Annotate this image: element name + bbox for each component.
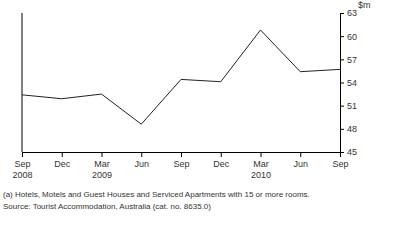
y-tick-label: 54	[347, 78, 357, 88]
marks	[22, 30, 340, 124]
x-tick-label: Dec	[213, 159, 230, 169]
y-tick-mark	[340, 83, 344, 84]
x-tick: Dec	[213, 152, 230, 169]
x-tick-mark	[102, 152, 103, 157]
y-tick-label: 45	[347, 147, 357, 157]
y-tick: 60	[340, 32, 357, 42]
y-tick-mark	[340, 106, 344, 107]
x-tick-mark	[340, 152, 341, 157]
x-tick: Jun	[293, 152, 308, 169]
y-tick-mark	[340, 36, 344, 37]
x-tick-label: Mar2010	[251, 159, 271, 179]
x-tick: Sep2008	[12, 152, 32, 180]
y-tick-label: 51	[347, 101, 357, 111]
line	[22, 30, 340, 124]
y-tick: 54	[340, 78, 357, 88]
chart: 45 48 51 54 57 60 63 Sep2008 Dec Mar2009 Jun Sep Dec…	[0, 0, 397, 227]
x-tick-label: Sep2008	[12, 159, 32, 179]
y-tick-label: 48	[347, 124, 357, 134]
x-tick-label: Dec	[54, 159, 71, 169]
x-tick-mark	[62, 152, 63, 157]
annotation: Source: Tourist Accommodation, Australia…	[3, 202, 211, 211]
x-tick-label: Jun	[293, 159, 308, 169]
left-frame	[22, 13, 23, 152]
plot: 45 48 51 54 57 60 63 Sep2008 Dec Mar2009 Jun Sep Dec…	[12, 8, 357, 179]
x-tick: Mar2010	[251, 152, 271, 180]
y-tick: 63	[340, 8, 357, 18]
x-tick: Sep	[332, 152, 348, 169]
x-tick: Dec	[54, 152, 71, 169]
x-axis: Sep2008 Dec Mar2009 Jun Sep Dec Mar2010 Jun Sep	[12, 152, 348, 180]
x-tick-label: Mar2009	[92, 159, 112, 179]
annotation: (a) Hotels, Motels and Guest Houses and …	[3, 190, 310, 199]
y-axis-line	[341, 14, 345, 153]
y-tick: 48	[340, 124, 357, 134]
x-tick-mark	[181, 152, 182, 157]
y-tick-label: 57	[347, 55, 357, 65]
x-tick-mark	[261, 152, 262, 157]
y-tick-label: 63	[347, 8, 357, 18]
y-tick-label: 60	[347, 32, 357, 42]
y-axis: 45 48 51 54 57 60 63	[340, 8, 357, 157]
x-tick: Sep	[173, 152, 189, 169]
y-tick-mark	[340, 13, 344, 14]
x-tick-mark	[141, 152, 142, 157]
x-tick: Mar2009	[92, 152, 112, 180]
y-tick-mark	[340, 59, 344, 60]
x-tick-label: Sep	[332, 159, 348, 169]
y-axis-title: $m	[358, 0, 371, 10]
y-tick: 51	[340, 101, 357, 111]
x-tick-mark	[300, 152, 301, 157]
x-tick-mark	[221, 152, 222, 157]
x-axis-line	[23, 153, 341, 158]
x-tick-label: Sep	[173, 159, 189, 169]
y-tick-mark	[340, 129, 344, 130]
x-tick-label: Jun	[134, 159, 149, 169]
y-tick: 45	[340, 147, 357, 157]
x-tick: Jun	[134, 152, 149, 169]
x-tick-mark	[22, 152, 23, 157]
y-tick: 57	[340, 55, 357, 65]
